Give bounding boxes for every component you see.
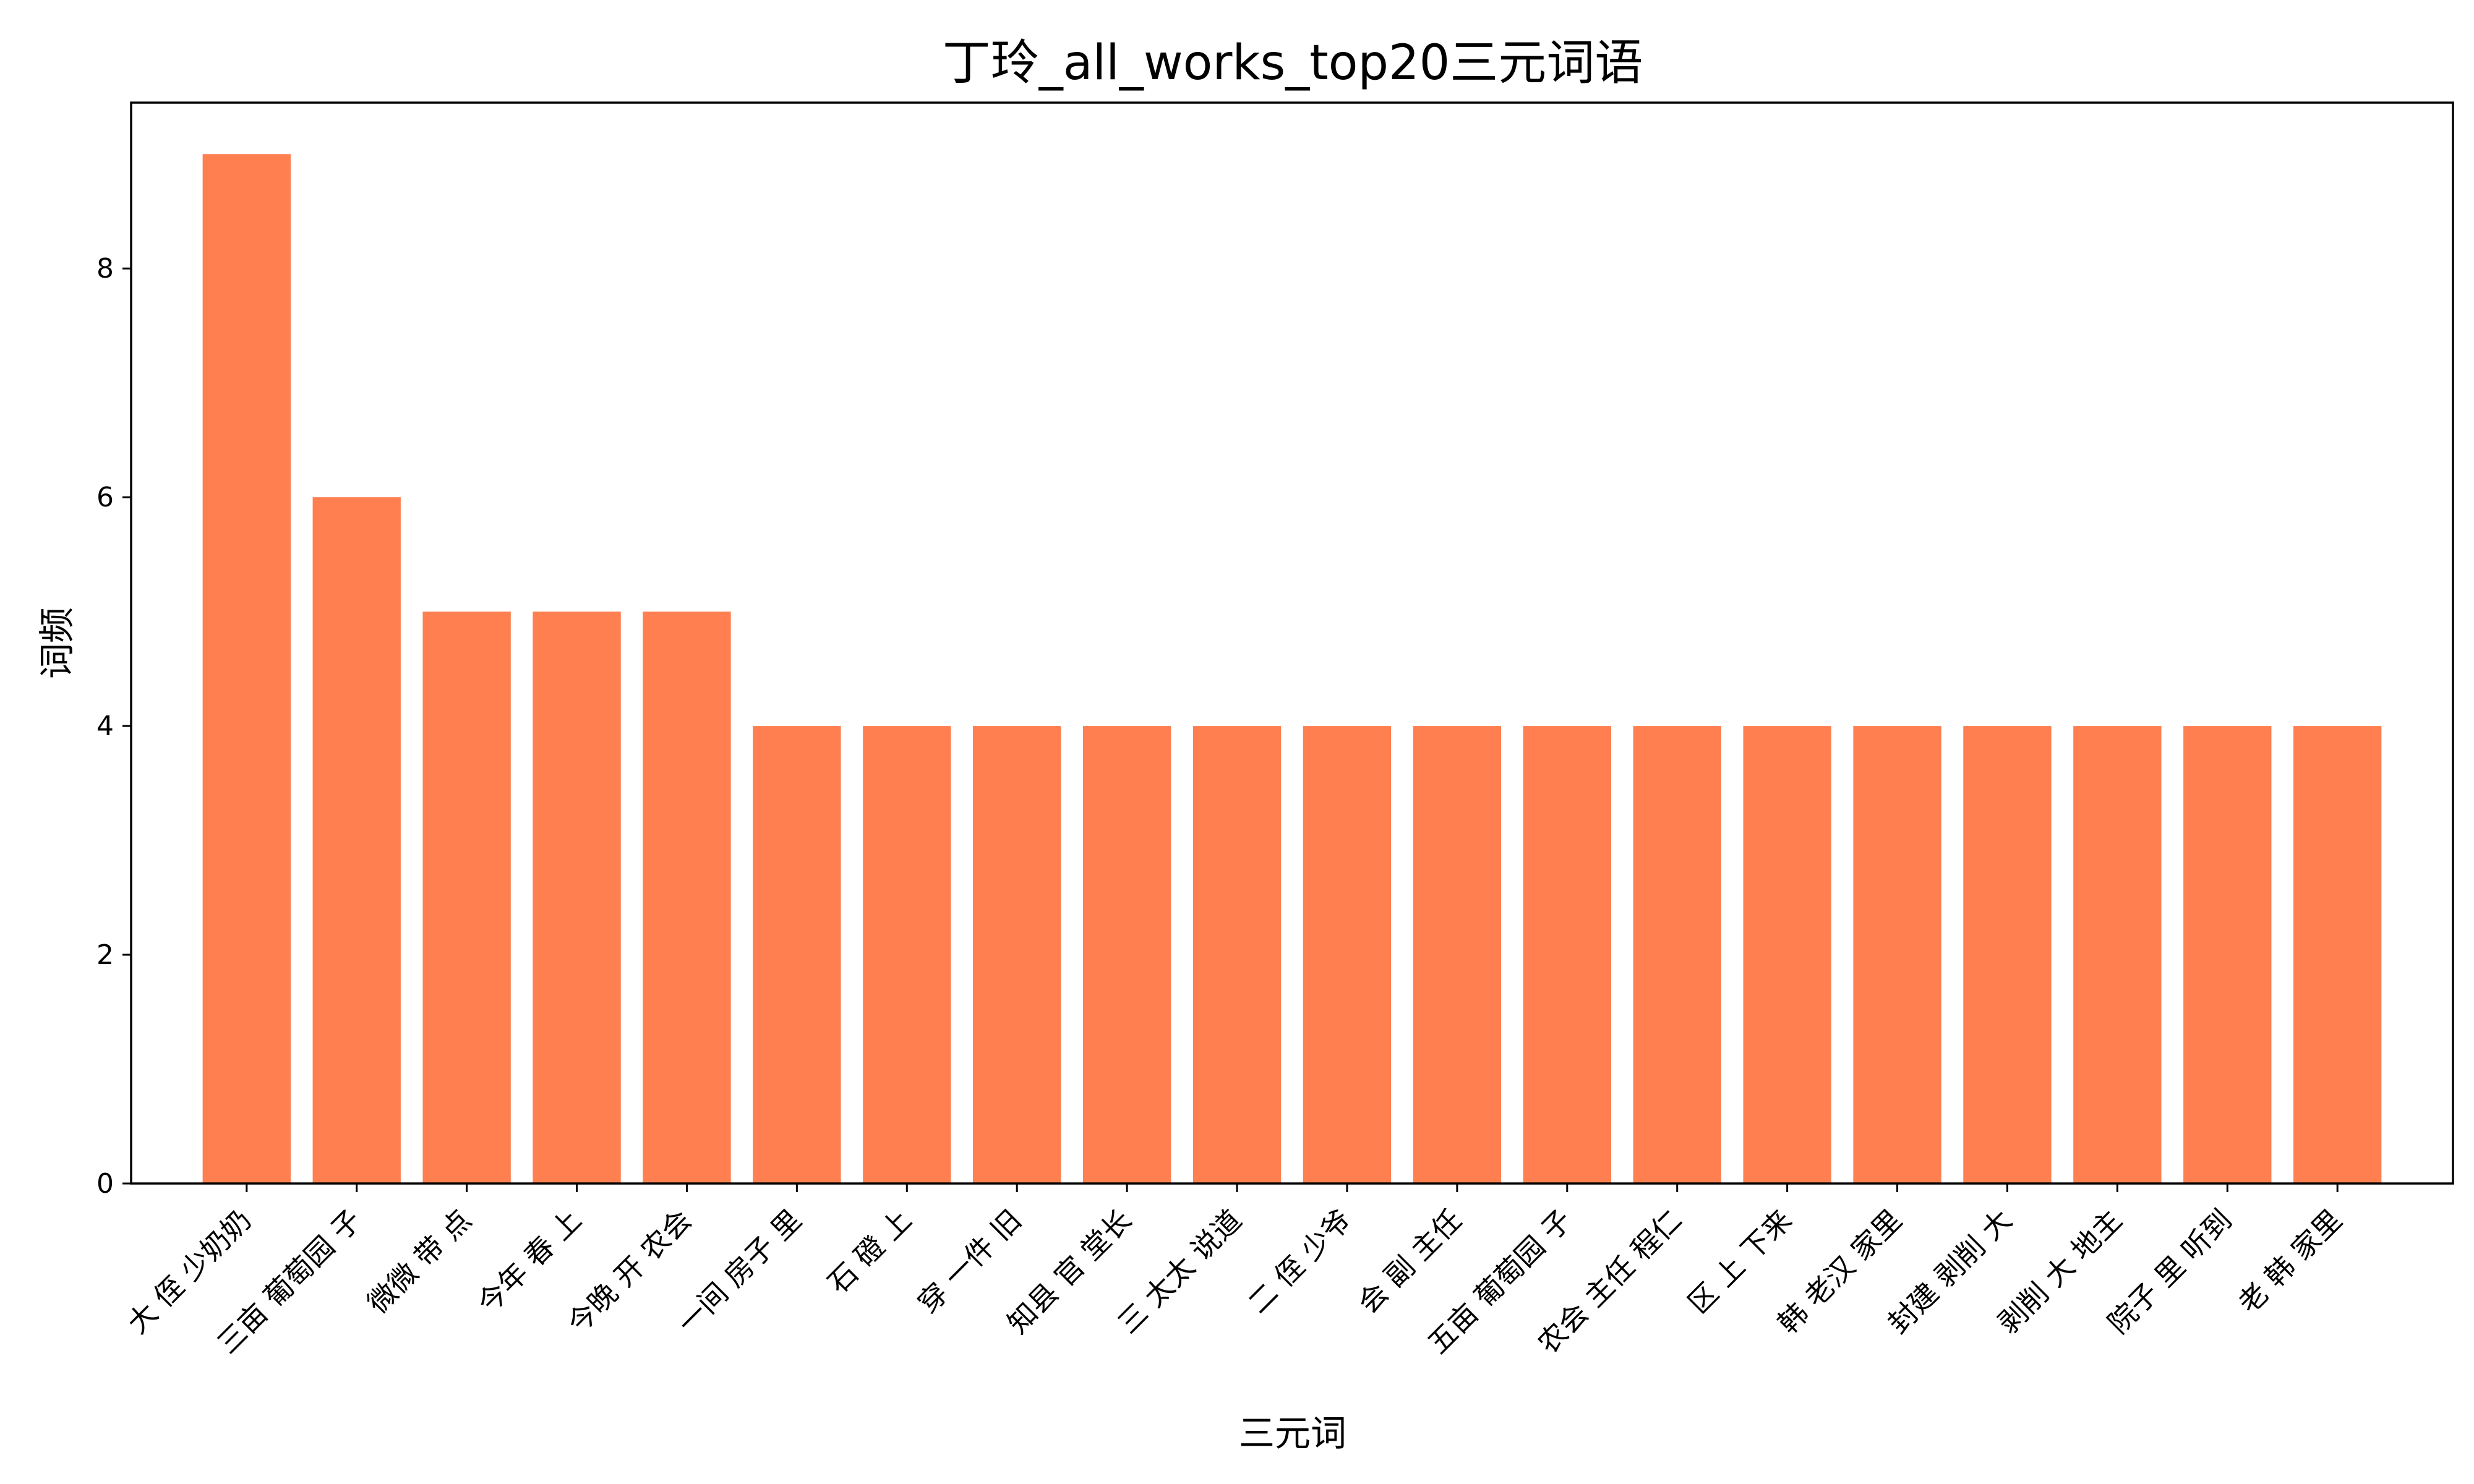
x-tick-label: 今年 春 上	[471, 1203, 588, 1320]
bar-5	[643, 612, 731, 1183]
bar-12	[1413, 726, 1502, 1183]
y-tick-label: 6	[96, 482, 114, 513]
bar-18	[2073, 726, 2162, 1183]
bar-16	[1853, 726, 1941, 1183]
bar-8	[973, 726, 1061, 1183]
x-tick-label: 二 侄 少爷	[1241, 1203, 1358, 1320]
y-tick-label: 0	[96, 1168, 114, 1200]
x-tick-label: 石 磴 上	[821, 1203, 918, 1300]
bar-10	[1192, 726, 1282, 1183]
bar-20	[2293, 726, 2382, 1183]
bar-17	[1963, 726, 2052, 1183]
y-tick-label: 8	[96, 253, 114, 284]
plot-frame	[130, 101, 2454, 1185]
bar-1	[202, 154, 291, 1184]
bar-2	[312, 497, 401, 1184]
bar-11	[1303, 726, 1392, 1183]
x-tick-label: 区 上 下来	[1681, 1203, 1798, 1320]
bar-13	[1523, 726, 1611, 1183]
x-tick-label: 老 韩 家里	[2232, 1203, 2348, 1320]
x-tick-label: 穿 一件 旧	[911, 1203, 1028, 1320]
bar-6	[753, 726, 841, 1183]
y-tick-label: 4	[96, 710, 114, 742]
y-tick-label: 2	[96, 939, 114, 971]
bars-group	[202, 154, 2382, 1184]
x-axis-label: 三元词	[1239, 1412, 1346, 1454]
bar-19	[2183, 726, 2272, 1183]
bar-3	[422, 612, 511, 1183]
bar-14	[1633, 726, 1721, 1183]
x-tick-label: 会 副 主任	[1351, 1203, 1468, 1320]
y-axis: 0 2 4 6 8	[96, 253, 131, 1200]
bar-7	[863, 726, 951, 1183]
x-tick-label: 微微 带 点	[361, 1203, 477, 1320]
bar-15	[1743, 726, 1831, 1183]
bar-4	[533, 612, 621, 1183]
y-axis-label: 词频	[36, 607, 78, 679]
bar-9	[1082, 726, 1171, 1183]
chart-title: 丁玲_all_works_top20三元词语	[943, 35, 1643, 91]
